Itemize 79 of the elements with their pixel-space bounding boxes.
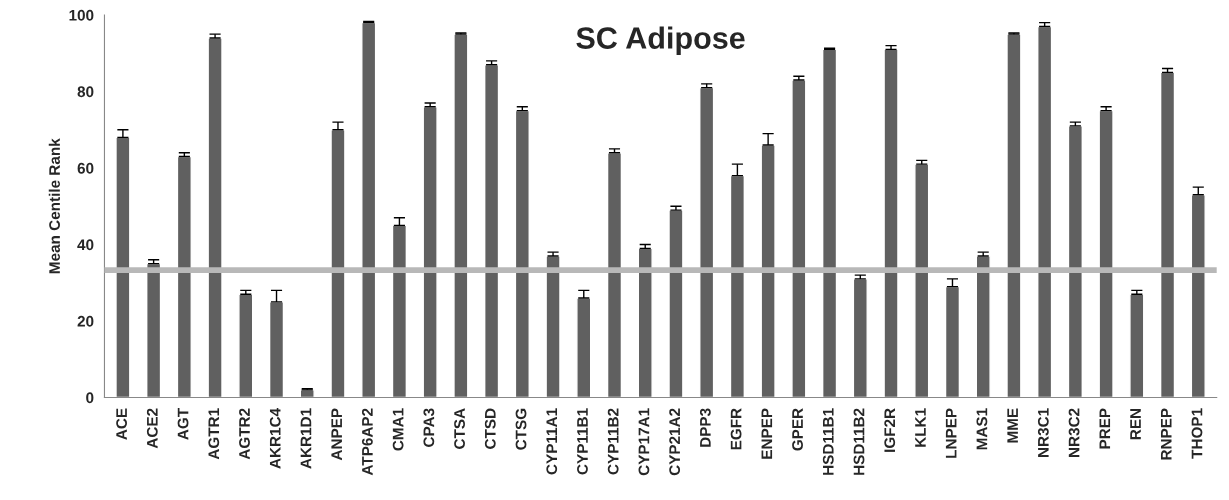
bar — [483, 64, 500, 398]
y-tick-label: 20 — [77, 315, 94, 327]
bar — [729, 174, 746, 398]
x-tick-label: AGT — [177, 408, 189, 440]
bar — [606, 152, 623, 398]
x-tick-label: MAS1 — [976, 408, 988, 450]
bar — [268, 301, 285, 398]
bar — [791, 79, 807, 398]
y-tick-label: 40 — [77, 239, 94, 251]
bar — [176, 155, 192, 398]
bar — [821, 48, 838, 398]
bar — [1037, 25, 1053, 398]
x-tick-label: EGFR — [730, 408, 742, 450]
x-tick-label: CYP11B2 — [607, 408, 619, 475]
y-tick-label: 0 — [86, 392, 94, 404]
bar — [207, 37, 223, 398]
x-tick-label: ANPEP — [331, 408, 342, 461]
y-axis-title: Mean Centile Rank — [48, 138, 60, 274]
bar — [852, 278, 868, 398]
bar — [238, 293, 254, 398]
x-tick-label: NR3C1 — [1037, 408, 1049, 457]
x-tick-label: ACE2 — [146, 408, 158, 449]
bar — [1159, 71, 1176, 398]
x-tick-label: AKR1C4 — [269, 408, 281, 469]
bar — [760, 144, 776, 398]
bar — [422, 106, 438, 398]
bar — [391, 224, 408, 398]
y-tick-label: 60 — [77, 162, 94, 174]
x-tick-label: ATP6AP2 — [361, 408, 373, 476]
x-tick-label: PREP — [1099, 408, 1111, 449]
x-tick-label: CPA3 — [423, 408, 435, 447]
bar — [975, 255, 991, 398]
x-tick-label: MME — [1007, 408, 1018, 443]
bar — [1129, 293, 1145, 398]
x-tick-label: CYP21A2 — [669, 408, 681, 476]
x-tick-label: CMA1 — [392, 408, 404, 451]
bar — [1098, 109, 1114, 398]
bar — [576, 297, 592, 398]
x-tick-label: CYP11B1 — [577, 408, 588, 475]
bar — [361, 21, 377, 398]
x-tick-label: NR3C2 — [1068, 408, 1080, 457]
x-tick-label: CTSA — [454, 408, 465, 449]
x-tick-label: RNPEP — [1160, 408, 1172, 460]
x-tick-label: GPER — [792, 408, 803, 451]
y-tick-label: 80 — [77, 86, 94, 98]
x-tick-label: ACE — [116, 408, 127, 440]
bar — [453, 33, 469, 398]
x-tick-label: HSD11B1 — [822, 408, 834, 475]
x-tick-label: LNPEP — [945, 408, 957, 458]
x-tick-label: CTSD — [484, 408, 496, 449]
bar — [1190, 194, 1206, 398]
x-tick-label: DPP3 — [699, 408, 711, 447]
x-tick-label: IGF2R — [884, 408, 896, 452]
bar — [330, 129, 346, 398]
x-tick-label: THOP1 — [1191, 408, 1203, 459]
x-tick-label: AKR1D1 — [300, 408, 312, 469]
y-tick-label: 100 — [69, 9, 94, 21]
bar — [637, 247, 653, 398]
bar — [1067, 125, 1083, 398]
bar — [699, 86, 715, 398]
bar — [1006, 33, 1022, 398]
x-tick-label: CYP17A1 — [638, 408, 650, 476]
bar — [914, 163, 930, 398]
x-tick-label: ENPEP — [761, 408, 773, 459]
chart-title: SC Adipose — [576, 26, 745, 55]
bar — [545, 255, 561, 398]
x-tick-label: HSD11B2 — [853, 408, 865, 475]
x-tick-label: CTSG — [515, 408, 527, 450]
bar — [146, 262, 162, 398]
bar — [514, 109, 530, 398]
x-tick-label: REN — [1130, 408, 1141, 440]
bar — [115, 136, 131, 398]
bar — [944, 285, 961, 398]
bar — [883, 48, 899, 398]
x-tick-label: AGTR2 — [239, 408, 250, 460]
bar — [668, 209, 684, 398]
x-tick-label: AGTR1 — [208, 408, 220, 460]
x-tick-label: CYP11A1 — [546, 408, 558, 475]
x-tick-label: KLK1 — [915, 408, 926, 447]
